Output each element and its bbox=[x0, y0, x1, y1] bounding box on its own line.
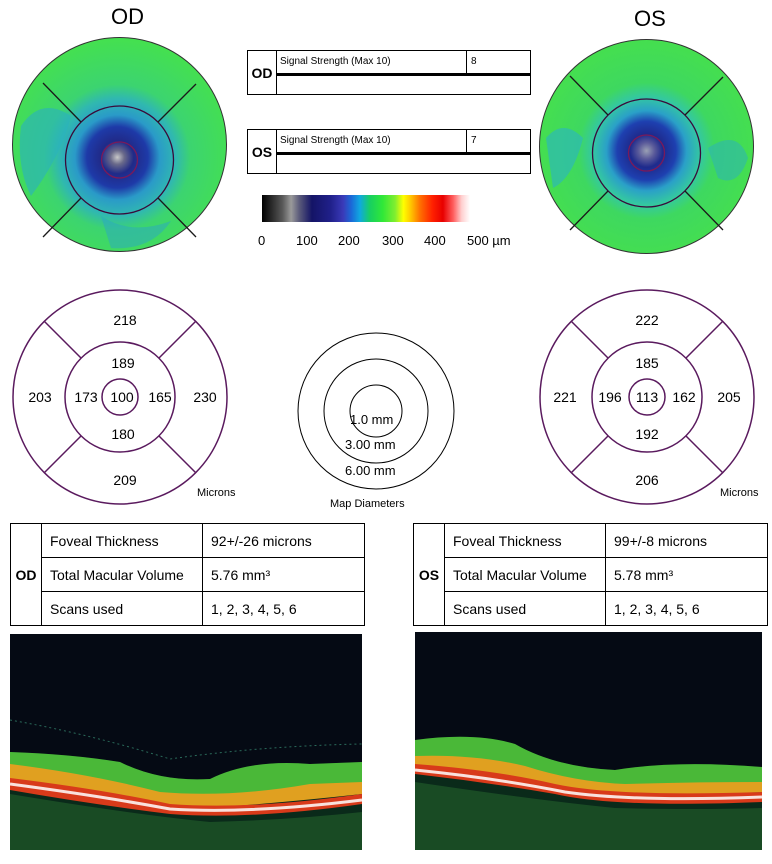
os-signal-value: 7 bbox=[466, 130, 477, 152]
od-summary-label: Total Macular Volume bbox=[41, 557, 203, 592]
thickness-color-bar bbox=[262, 195, 470, 222]
od-summary-value: 92+/-26 microns bbox=[202, 523, 365, 558]
colorbar-label-0: 0 bbox=[258, 233, 266, 248]
os-inner-inferior: 192 bbox=[635, 426, 659, 442]
od-inner-superior: 189 bbox=[111, 355, 135, 371]
table-row: OS Foveal Thickness 99+/-8 microns bbox=[413, 523, 768, 626]
os-signal-label: Signal Strength (Max 10) bbox=[280, 135, 391, 146]
od-summary-label: Scans used bbox=[41, 591, 203, 626]
os-thickness-map bbox=[539, 39, 754, 254]
od-etdrs-grid bbox=[12, 289, 228, 505]
od-title: OD bbox=[111, 4, 144, 29]
os-signal-eye-label: OS bbox=[248, 130, 277, 173]
os-inner-nasal: 162 bbox=[672, 389, 696, 405]
od-oct-bscan-image bbox=[10, 634, 362, 850]
od-thickness-map bbox=[12, 37, 227, 252]
map-diameter-middle: 3.00 mm bbox=[345, 437, 396, 452]
os-summary-value: 5.78 mm³ bbox=[605, 557, 768, 592]
colorbar-label-300: 300 bbox=[382, 233, 404, 248]
od-inner-nasal: 173 bbox=[74, 389, 98, 405]
os-etdrs-grid bbox=[539, 289, 755, 505]
os-inner-temporal: 196 bbox=[598, 389, 622, 405]
od-summary-table: OD Foveal Thickness 92+/-26 microns Tota… bbox=[10, 523, 365, 626]
os-summary-label: Scans used bbox=[444, 591, 606, 626]
os-summary-label: Foveal Thickness bbox=[444, 523, 606, 558]
map-diameters-diagram bbox=[297, 332, 455, 490]
od-signal-strength-box: OD Signal Strength (Max 10) 8 bbox=[247, 50, 531, 95]
map-diameter-outer: 6.00 mm bbox=[345, 463, 396, 478]
colorbar-label-200: 200 bbox=[338, 233, 360, 248]
table-row: Total Macular Volume 5.78 mm³ bbox=[414, 557, 768, 592]
od-signal-eye-label: OD bbox=[248, 51, 277, 94]
table-row: Scans used 1, 2, 3, 4, 5, 6 bbox=[414, 591, 768, 626]
os-outer-nasal: 205 bbox=[717, 389, 741, 405]
os-summary-label: Total Macular Volume bbox=[444, 557, 606, 592]
od-signal-row: Signal Strength (Max 10) 8 bbox=[276, 51, 530, 76]
os-summary-eye: OS bbox=[413, 523, 445, 626]
od-inner-inferior: 180 bbox=[111, 426, 135, 442]
od-center: 100 bbox=[110, 389, 134, 405]
os-center: 113 bbox=[635, 389, 659, 405]
od-outer-superior: 218 bbox=[113, 312, 137, 328]
colorbar-label-100: 100 bbox=[296, 233, 318, 248]
os-summary-value: 1, 2, 3, 4, 5, 6 bbox=[605, 591, 768, 626]
colorbar-label-500: 500 µm bbox=[467, 233, 511, 248]
colorbar-label-400: 400 bbox=[424, 233, 446, 248]
map-diameters-caption: Map Diameters bbox=[330, 498, 405, 510]
os-oct-bscan-image bbox=[415, 632, 762, 850]
od-signal-value: 8 bbox=[466, 51, 477, 73]
table-row: Scans used 1, 2, 3, 4, 5, 6 bbox=[11, 591, 365, 626]
map-diameter-inner: 1.0 mm bbox=[350, 412, 394, 427]
od-summary-value: 5.76 mm³ bbox=[202, 557, 365, 592]
od-outer-temporal: 230 bbox=[193, 389, 217, 405]
os-inner-superior: 185 bbox=[635, 355, 659, 371]
os-outer-temporal: 221 bbox=[553, 389, 577, 405]
os-signal-row: Signal Strength (Max 10) 7 bbox=[276, 130, 530, 155]
od-summary-eye: OD bbox=[10, 523, 42, 626]
os-title: OS bbox=[634, 6, 666, 31]
od-outer-nasal: 203 bbox=[28, 389, 52, 405]
od-outer-inferior: 209 bbox=[113, 472, 137, 488]
os-summary-table: OS Foveal Thickness 99+/-8 microns Total… bbox=[413, 523, 768, 626]
os-outer-superior: 222 bbox=[635, 312, 659, 328]
od-signal-label: Signal Strength (Max 10) bbox=[280, 56, 391, 67]
os-summary-value: 99+/-8 microns bbox=[605, 523, 768, 558]
os-units-label: Microns bbox=[720, 487, 759, 499]
od-summary-label: Foveal Thickness bbox=[41, 523, 203, 558]
od-summary-value: 1, 2, 3, 4, 5, 6 bbox=[202, 591, 365, 626]
od-inner-temporal: 165 bbox=[148, 389, 172, 405]
table-row: Total Macular Volume 5.76 mm³ bbox=[11, 557, 365, 592]
os-signal-strength-box: OS Signal Strength (Max 10) 7 bbox=[247, 129, 531, 174]
os-outer-inferior: 206 bbox=[635, 472, 659, 488]
table-row: OD Foveal Thickness 92+/-26 microns bbox=[10, 523, 365, 626]
od-units-label: Microns bbox=[197, 487, 236, 499]
